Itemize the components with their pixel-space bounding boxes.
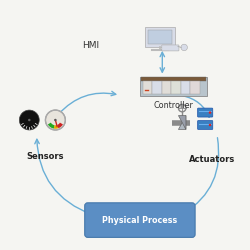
Circle shape xyxy=(181,44,188,51)
Text: Sensors: Sensors xyxy=(27,152,64,161)
FancyBboxPatch shape xyxy=(171,82,181,94)
FancyBboxPatch shape xyxy=(152,82,162,94)
FancyBboxPatch shape xyxy=(190,82,200,94)
FancyBboxPatch shape xyxy=(148,30,172,44)
Polygon shape xyxy=(178,116,186,130)
FancyBboxPatch shape xyxy=(146,27,176,48)
Circle shape xyxy=(54,119,57,121)
FancyBboxPatch shape xyxy=(140,76,206,96)
Circle shape xyxy=(28,119,30,121)
FancyBboxPatch shape xyxy=(198,120,213,130)
Circle shape xyxy=(209,124,211,126)
Text: Controller: Controller xyxy=(154,101,194,110)
FancyBboxPatch shape xyxy=(141,77,206,81)
Circle shape xyxy=(209,111,211,114)
Text: HMI: HMI xyxy=(82,41,99,50)
FancyBboxPatch shape xyxy=(162,45,179,51)
FancyBboxPatch shape xyxy=(198,108,213,117)
FancyBboxPatch shape xyxy=(181,82,190,94)
Polygon shape xyxy=(178,116,186,130)
Text: Physical Process: Physical Process xyxy=(102,216,178,224)
FancyBboxPatch shape xyxy=(162,82,171,94)
Circle shape xyxy=(46,110,65,130)
FancyBboxPatch shape xyxy=(85,203,195,237)
Text: Actuators: Actuators xyxy=(189,155,235,164)
FancyBboxPatch shape xyxy=(143,82,152,94)
Circle shape xyxy=(19,110,39,130)
